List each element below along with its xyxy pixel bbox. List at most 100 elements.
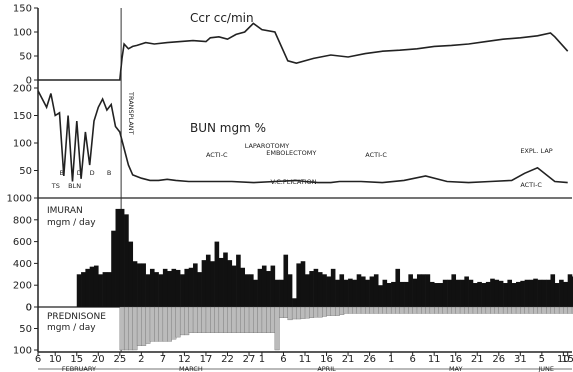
imuran-bar [412,278,418,307]
prednisone-bar [412,306,418,314]
annotation-vc-plication: V.C.PLICATION [271,178,317,186]
imuran-bar [554,283,560,307]
prednisone-bar [416,306,422,314]
prednisone-bar [485,306,491,314]
prednisone-bar [253,306,259,333]
y-tick-label: 100 [13,139,32,150]
imuran-bar [460,279,465,307]
prednisone-bar [386,306,392,314]
prednisone-bar [347,306,353,314]
prednisone-bar [132,306,138,351]
x-tick-label: 21 [471,354,484,365]
prednisone-bar [399,306,405,314]
prednisone-bar [507,306,513,314]
imuran-bar [274,279,280,307]
x-tick-label: 11 [428,354,441,365]
y-tick-label: 1000 [7,194,32,205]
prednisone-bar [378,306,383,314]
annotation-b: B [107,169,111,177]
imuran-bar [528,279,534,307]
imuran-bar [119,208,125,307]
imuran-bar [434,283,439,307]
x-tick-label: 11 [299,354,312,365]
prednisone-bar [490,306,495,314]
imuran-bar [373,274,379,307]
prednisone-bar [528,306,534,314]
imuran-bar [300,261,306,307]
imuran-bar [240,267,246,307]
imuran-bar [537,279,543,307]
prednisone-bar [537,306,543,314]
imuran-bar [335,279,340,307]
prednisone-bar [261,306,267,333]
imuran-bar [93,265,99,307]
imuran-bar [520,280,525,307]
imuran-bar [395,268,401,307]
imuran-bar [76,274,82,307]
prednisone-bar [171,306,177,340]
prednisone-bar [524,306,530,314]
imuran-bar [158,274,164,307]
prednisone-bar [365,306,371,314]
y-tick-label: 0 [26,303,32,314]
imuran-bar [416,274,422,307]
bun-title: BUN mgm % [190,121,266,135]
imuran-bar [197,272,202,307]
prednisone-bar [244,306,250,333]
imuran-bar [451,274,457,307]
prednisone-bar [546,306,551,314]
bun-series-line [37,90,568,184]
imuran-bar [106,272,112,307]
month-label: JUNE [537,365,554,372]
imuran-bar [145,274,151,307]
prednisone-bar [563,306,569,314]
prednisone-bar [283,306,289,318]
y-tick-label: 50 [19,324,32,335]
x-tick-label: 15 [561,354,573,365]
x-tick-label: 20 [92,354,105,365]
x-tick-label: 22 [221,354,234,365]
prednisone-bar [520,306,526,314]
prednisone-bar [472,306,478,314]
imuran-bar [490,278,495,307]
prednisone-bar [326,306,332,316]
imuran-bar [541,279,547,307]
x-tick-label: 6 [280,354,286,365]
imuran-bar [201,260,207,307]
prednisone-bar [459,306,465,314]
imuran-bar [447,279,452,307]
prednisone-bar [136,306,142,346]
series-layer [37,22,573,351]
imuran-bar [261,265,267,307]
imuran-bar [149,268,155,307]
prednisone-bar [235,306,241,333]
imuran-title: IMURAN [47,206,83,216]
annotation-acti-c-1: ACTI-C [206,151,228,159]
imuran-bar [210,261,215,307]
imuran-bar [546,279,551,307]
imuran-bar [348,278,353,307]
y-tick-label: 200 [13,281,32,292]
imuran-bar [356,274,362,307]
x-tick-label: 16 [449,354,462,365]
annotation-ts: TS [51,182,60,190]
prednisone-bar [257,306,263,333]
y-tick-label: 200 [13,84,32,95]
imuran-bar [132,261,138,307]
prednisone-bar [279,306,284,318]
annotation-bln: BLN [68,182,81,190]
imuran-unit: mgm / day [47,218,96,228]
imuran-bar [378,285,383,307]
imuran-bar [227,260,233,307]
prednisone-bar [533,306,538,314]
imuran-bar [317,272,323,307]
imuran-bar [180,274,185,307]
prednisone-bar [408,306,414,314]
annotation-transplant: TRANSPLANT [127,91,135,135]
prednisone-bar [201,306,207,333]
prednisone-bar [468,306,474,314]
imuran-bar [162,268,168,307]
prednisone-bar [192,306,198,333]
prednisone-bar [425,306,431,314]
imuran-bar [330,268,336,307]
